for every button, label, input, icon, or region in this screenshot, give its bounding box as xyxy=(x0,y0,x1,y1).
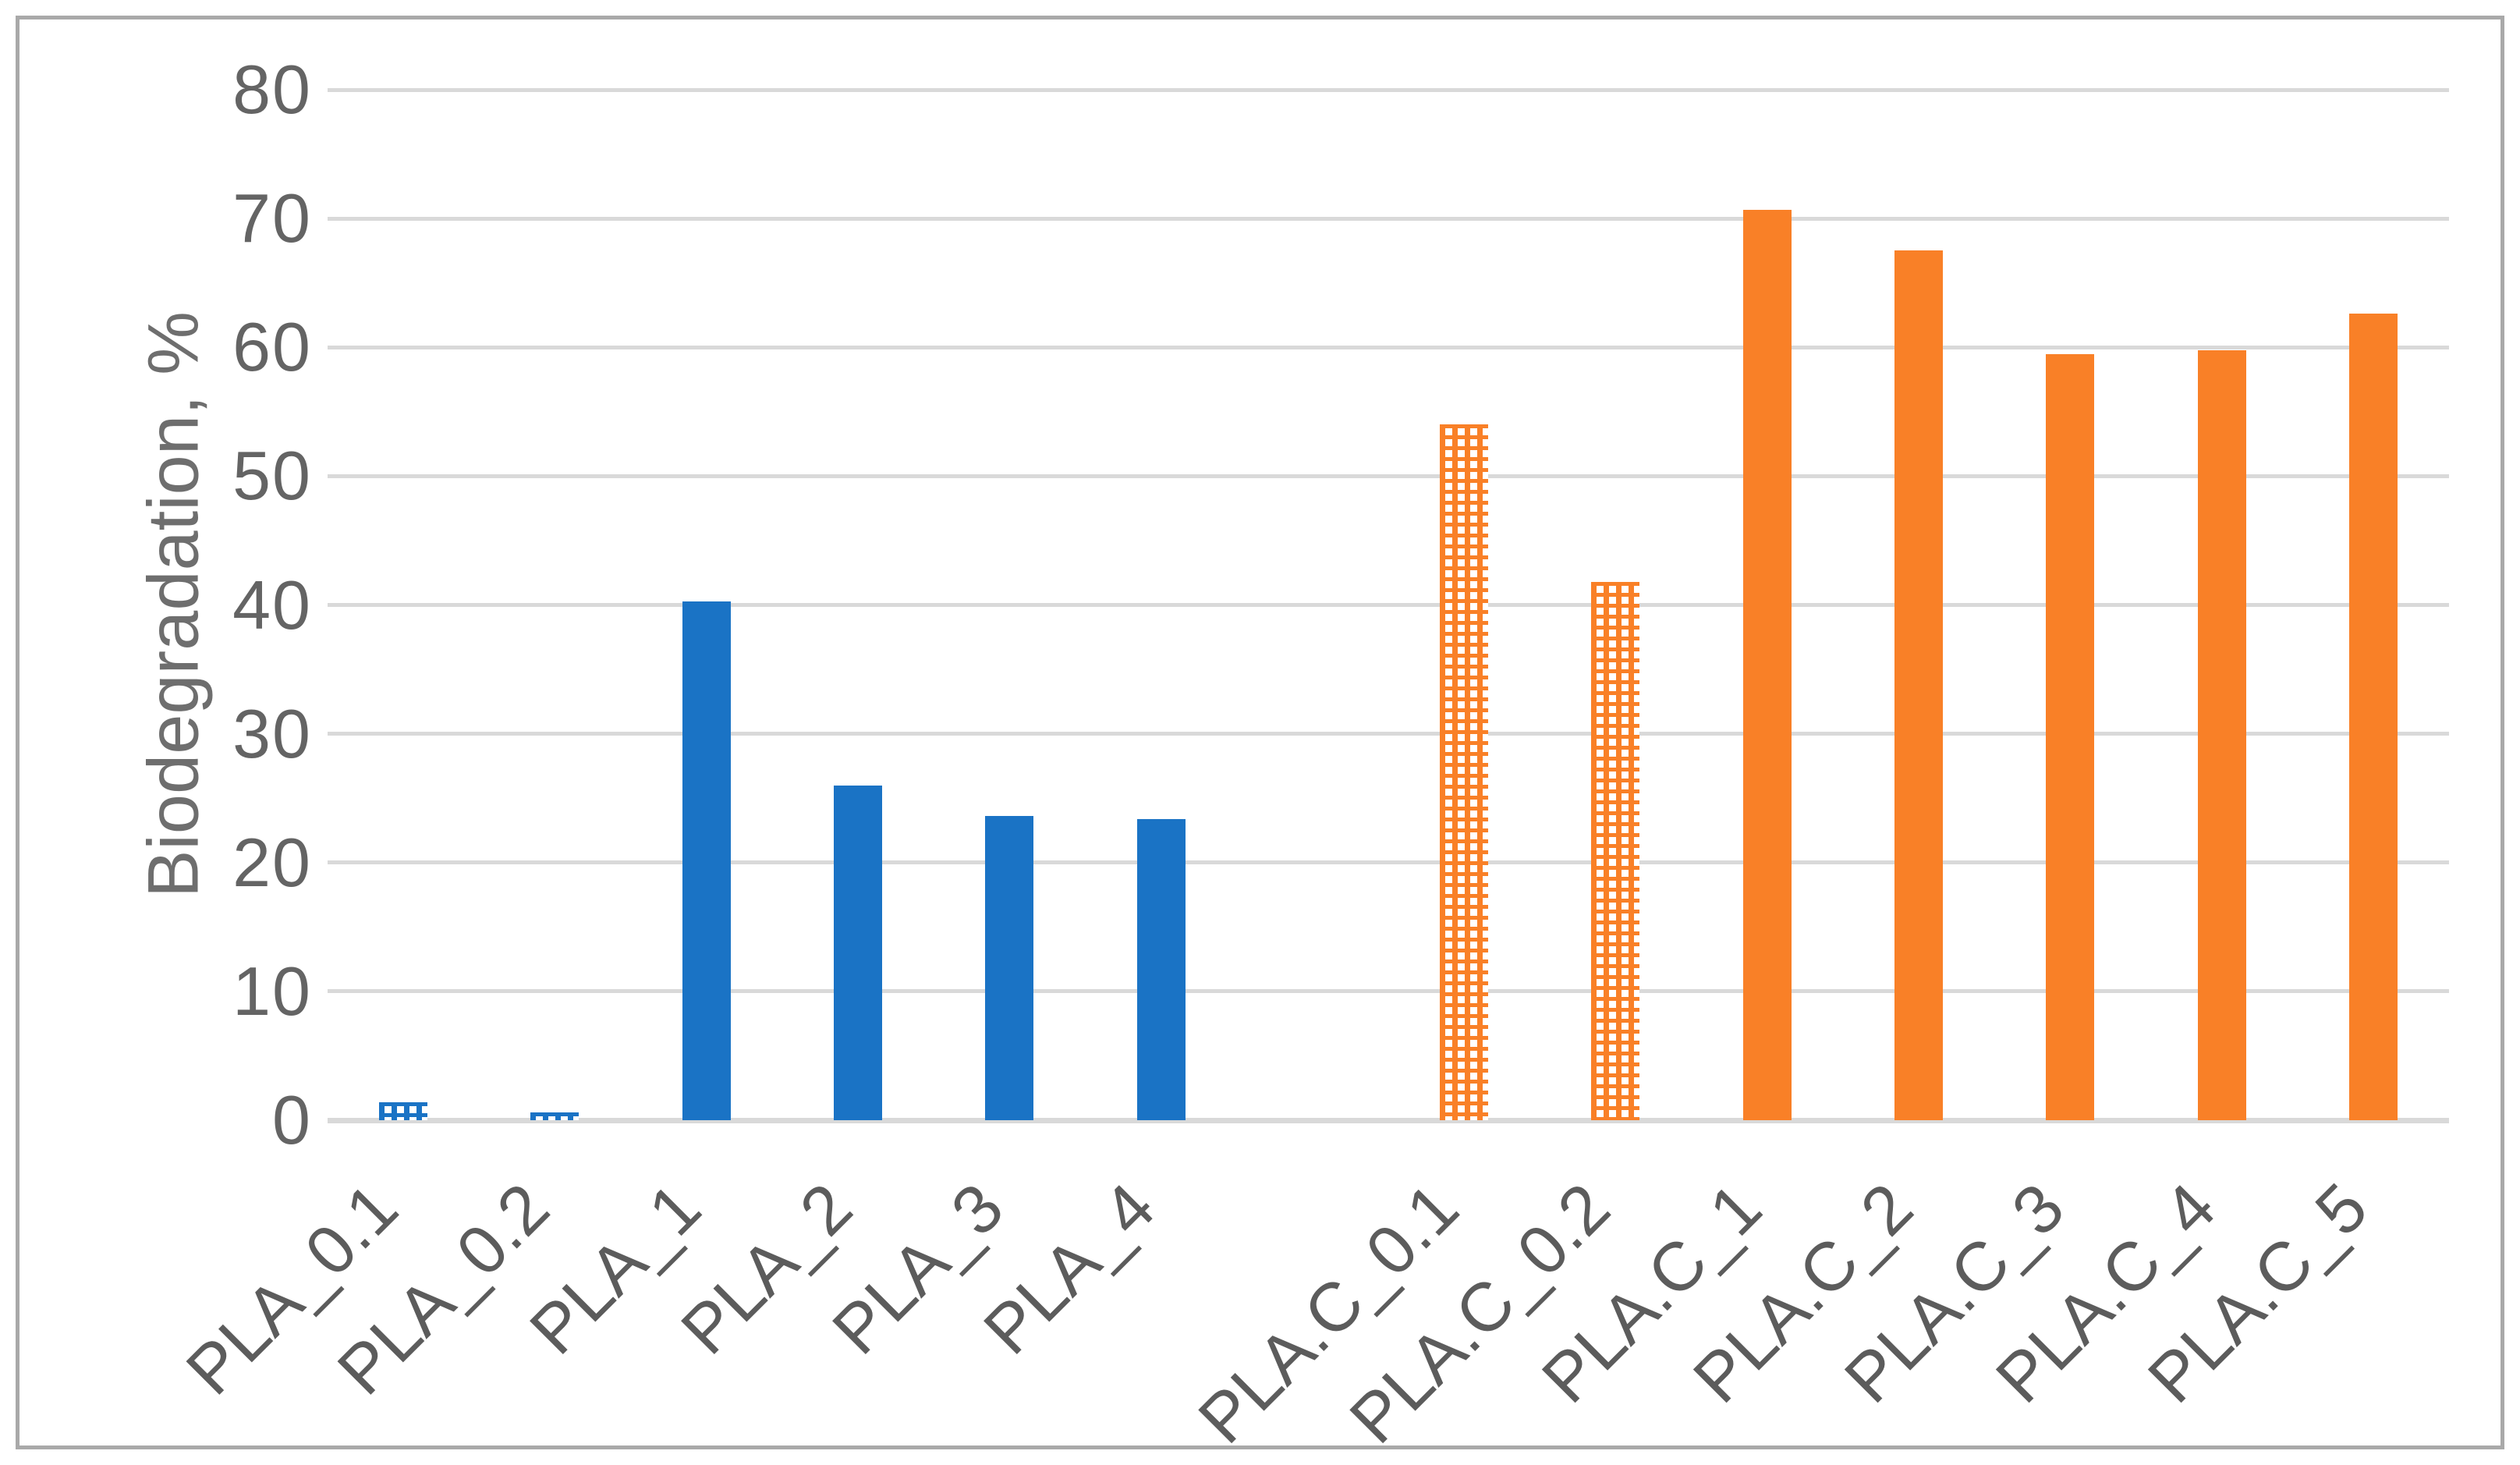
y-tick-label-70: 70 xyxy=(232,179,312,257)
y-tick-label-20: 20 xyxy=(232,823,312,901)
bar-slot-PLA.C_4 xyxy=(2146,90,2297,1120)
bar-PLA.C_5 xyxy=(2348,314,2398,1120)
bar-slot-PLA.C_5 xyxy=(2298,90,2449,1120)
bar-slot-PLA_1 xyxy=(631,90,782,1120)
y-tick-label-50: 50 xyxy=(232,437,312,515)
bar-slot-PLA.C_3 xyxy=(1994,90,2146,1120)
y-tick-label-40: 40 xyxy=(232,566,312,644)
bar-slot-PLA_0.2 xyxy=(479,90,630,1120)
bar-PLA.C_2 xyxy=(1894,250,1943,1120)
gridline-70 xyxy=(328,216,2449,221)
plot-area xyxy=(328,87,2449,1123)
y-tick-label-0: 0 xyxy=(272,1081,312,1158)
bar-PLA.C_1 xyxy=(1742,209,1792,1120)
bar-slot-PLA_0.1 xyxy=(328,90,479,1120)
gridline-20 xyxy=(328,860,2449,865)
gridline-40 xyxy=(328,603,2449,607)
gridline-60 xyxy=(328,345,2449,349)
bars xyxy=(328,90,2449,1120)
bar-PLA_3 xyxy=(985,816,1034,1120)
bar-slot-PLA.C_0.1 xyxy=(1388,90,1540,1120)
group-separator-slot xyxy=(1237,90,1388,1120)
bar-PLA.C_4 xyxy=(2197,349,2246,1120)
bar-PLA.C_0.1 xyxy=(1440,424,1489,1120)
bar-PLA.C_3 xyxy=(2046,353,2095,1120)
y-tick-label-60: 60 xyxy=(232,308,312,386)
gridline-30 xyxy=(328,732,2449,736)
bar-PLA.C_0.2 xyxy=(1591,581,1640,1120)
bar-slot-PLA.C_1 xyxy=(1692,90,1843,1120)
gridline-80 xyxy=(328,87,2449,92)
gridline-50 xyxy=(328,474,2449,478)
bar-slot-PLA.C_2 xyxy=(1843,90,1994,1120)
x-axis-baseline xyxy=(328,1117,2449,1123)
bar-PLA_2 xyxy=(833,785,882,1120)
bar-slot-PLA_4 xyxy=(1085,90,1236,1120)
y-tick-label-80: 80 xyxy=(232,51,312,128)
bar-PLA_1 xyxy=(682,601,731,1120)
y-tick-label-10: 10 xyxy=(232,952,312,1030)
gridline-10 xyxy=(328,989,2449,994)
bar-slot-PLA_3 xyxy=(934,90,1085,1120)
bar-PLA_0.2 xyxy=(530,1112,579,1120)
bar-PLA_0.1 xyxy=(379,1101,428,1120)
bar-PLA_4 xyxy=(1136,818,1186,1120)
bar-slot-PLA_2 xyxy=(782,90,934,1120)
y-tick-label-30: 30 xyxy=(232,694,312,772)
bar-slot-PLA.C_0.2 xyxy=(1540,90,1691,1120)
